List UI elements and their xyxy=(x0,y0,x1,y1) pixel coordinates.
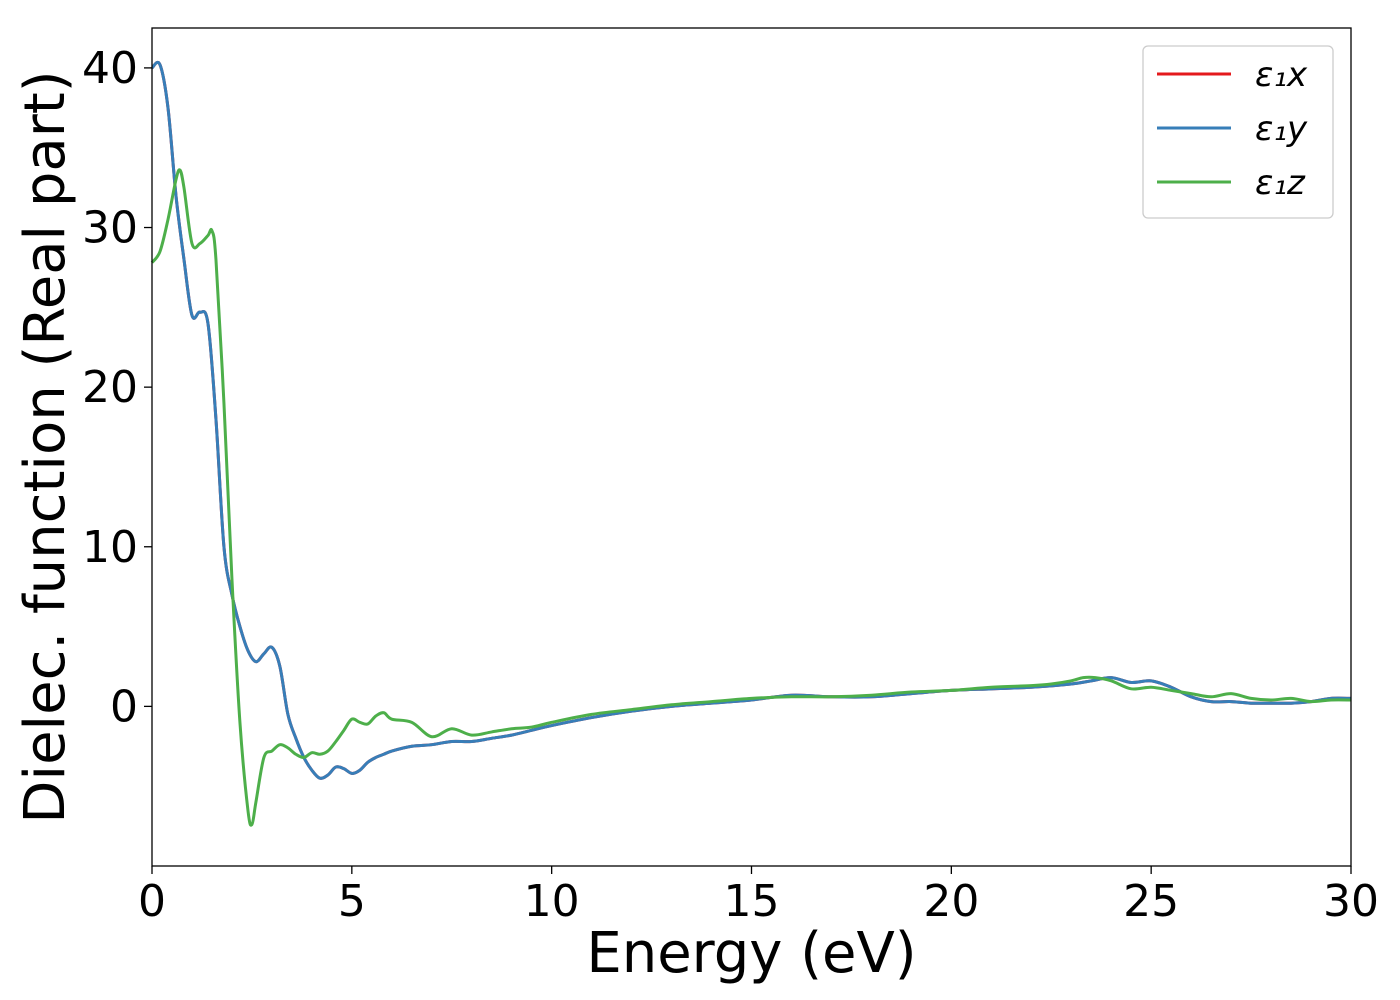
legend-label-2: ε₁z xyxy=(1255,163,1306,203)
x-tick-label-1: 5 xyxy=(338,876,366,927)
legend-box xyxy=(1142,45,1334,219)
legend-label-1: ε₁y xyxy=(1255,109,1308,149)
legend: ε₁x ε₁y ε₁z xyxy=(1142,45,1334,219)
plot-area xyxy=(150,27,1352,867)
x-axis-ticks: 0 5 10 15 20 25 30 xyxy=(138,866,1379,927)
x-tick-label-2: 10 xyxy=(524,876,580,927)
y-axis-label: Dielec. function (Real part) xyxy=(13,70,78,823)
series-layer xyxy=(150,60,1352,827)
x-tick-label-4: 20 xyxy=(923,876,979,927)
x-tick-label-3: 15 xyxy=(724,876,780,927)
y-tick-label-3: 30 xyxy=(82,203,138,254)
series-line-2 xyxy=(150,168,1352,827)
y-axis-ticks: 0 10 20 30 40 xyxy=(82,43,152,732)
x-tick-label-6: 30 xyxy=(1323,876,1379,927)
y-tick-label-0: 0 xyxy=(110,681,138,732)
y-tick-label-1: 10 xyxy=(82,522,138,573)
x-tick-label-0: 0 xyxy=(138,876,166,927)
x-tick-label-5: 25 xyxy=(1123,876,1179,927)
y-tick-label-4: 40 xyxy=(82,43,138,94)
y-tick-label-2: 20 xyxy=(82,362,138,413)
x-axis-label: Energy (eV) xyxy=(586,921,916,986)
legend-label-0: ε₁x xyxy=(1255,55,1308,95)
